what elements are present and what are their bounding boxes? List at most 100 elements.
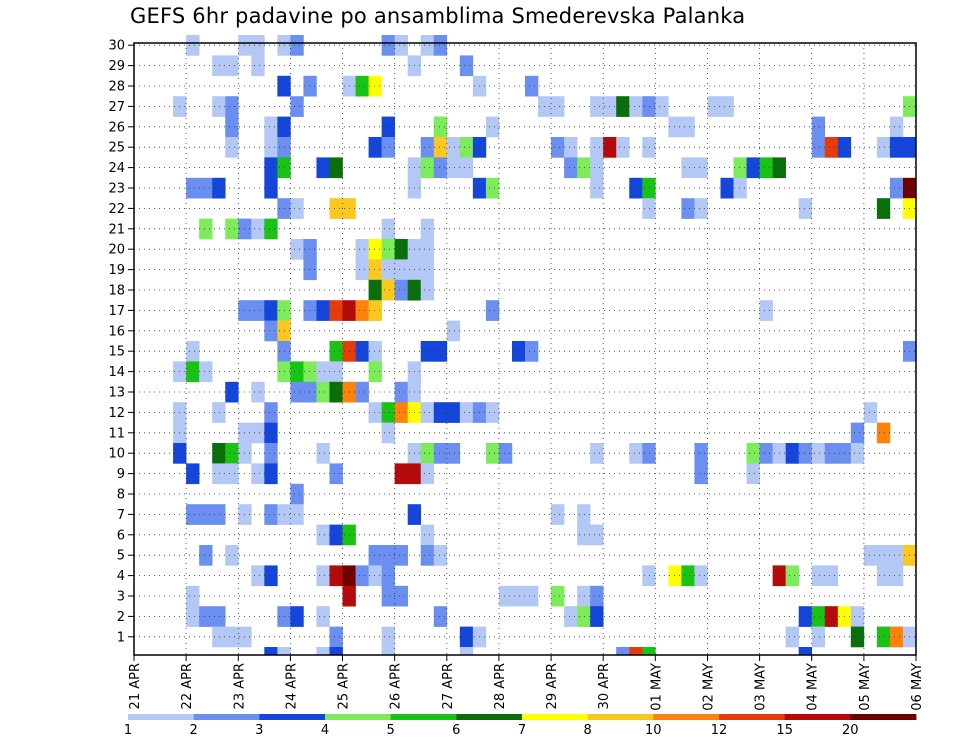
y-tick-label: 16 <box>108 324 125 339</box>
heatmap-cell <box>811 626 826 648</box>
heatmap-cell <box>290 483 304 505</box>
heatmap-cell <box>394 585 408 607</box>
heatmap-cell <box>225 96 239 117</box>
heatmap-cell <box>420 239 435 260</box>
colorbar-label: 2 <box>190 723 198 738</box>
heatmap-cell <box>876 565 891 587</box>
heatmap-cell <box>420 443 435 464</box>
heatmap-cell <box>668 116 682 138</box>
heatmap-cell <box>251 463 265 485</box>
heatmap-cell <box>433 137 448 158</box>
heatmap-cell <box>199 177 213 199</box>
heatmap-cell <box>186 606 200 627</box>
heatmap-cell <box>355 565 369 587</box>
y-tick-label: 4 <box>117 569 125 584</box>
heatmap-cell <box>564 137 578 158</box>
heatmap-cell <box>551 585 565 607</box>
colorbar-label: 7 <box>518 723 526 738</box>
heatmap-cell <box>720 177 734 199</box>
heatmap-cell <box>420 402 435 423</box>
heatmap-cell <box>746 157 760 179</box>
colorbar-swatch <box>719 714 786 720</box>
y-tick-label: 20 <box>108 243 125 258</box>
y-tick-label: 27 <box>108 100 125 115</box>
colorbar-swatch <box>522 714 589 720</box>
heatmap-cell <box>681 157 695 179</box>
heatmap-cell <box>225 545 239 566</box>
heatmap-cell <box>824 565 839 587</box>
heatmap-cell <box>277 647 291 656</box>
heatmap-cell <box>420 463 435 485</box>
heatmap-cell <box>759 443 773 464</box>
y-tick-label: 2 <box>117 610 125 625</box>
heatmap-cell <box>381 218 395 240</box>
heatmap-cell <box>381 279 395 301</box>
colorbar-label: 15 <box>776 723 793 738</box>
y-tick-label: 22 <box>108 202 125 217</box>
heatmap-cell <box>368 137 382 158</box>
x-tick-label: 21 APR <box>128 663 143 709</box>
heatmap-cell <box>368 402 382 423</box>
heatmap-cell <box>642 443 656 464</box>
heatmap-cell <box>733 177 747 199</box>
heatmap-cell <box>746 463 760 485</box>
heatmap-cell <box>355 259 369 281</box>
heatmap-cell <box>485 177 500 199</box>
heatmap-cell <box>316 565 330 587</box>
heatmap-cell <box>446 320 461 342</box>
heatmap-cell <box>433 402 448 423</box>
heatmap-cell <box>394 35 408 56</box>
y-tick-label: 14 <box>108 365 125 380</box>
heatmap-cell <box>381 626 395 648</box>
heatmap-cell <box>590 96 604 117</box>
heatmap-cell <box>446 137 461 158</box>
heatmap-cell <box>811 116 826 138</box>
x-tick-label: 02 MAY <box>702 663 717 711</box>
y-tick-label: 28 <box>108 80 125 95</box>
heatmap-cell <box>785 626 799 648</box>
heatmap-cell <box>876 626 891 648</box>
x-tick-label: 22 APR <box>180 663 195 709</box>
y-tick-label: 19 <box>108 263 125 278</box>
heatmap-cell <box>251 381 265 403</box>
y-tick-label: 12 <box>108 406 125 421</box>
heatmap-cell <box>433 116 448 138</box>
heatmap-cell <box>889 545 904 566</box>
heatmap-cell <box>394 402 408 423</box>
heatmap-cell <box>316 524 330 546</box>
heatmap-cell <box>420 341 435 362</box>
heatmap-cell <box>642 96 656 117</box>
heatmap-cell <box>251 300 265 321</box>
x-tick-label: 01 MAY <box>649 663 664 711</box>
y-tick-label: 15 <box>108 345 125 360</box>
y-tick-label: 6 <box>117 528 125 543</box>
heatmap-cell <box>850 422 865 444</box>
heatmap-cell <box>759 300 773 321</box>
heatmap-cell <box>264 565 278 587</box>
heatmap-cell <box>316 647 330 656</box>
heatmap-cell <box>212 626 226 648</box>
heatmap-cell <box>564 606 578 627</box>
heatmap-cell <box>264 402 278 423</box>
heatmap-cell <box>381 259 395 281</box>
heatmap-cell <box>381 585 395 607</box>
heatmap-cell <box>303 381 317 403</box>
heatmap-cell <box>394 279 408 301</box>
heatmap-cell <box>381 239 395 260</box>
heatmap-cell <box>889 177 904 199</box>
heatmap-cell <box>264 218 278 240</box>
heatmap-cell <box>329 198 343 219</box>
heatmap-cell <box>590 157 604 179</box>
heatmap-cell <box>355 75 369 97</box>
heatmap-cell <box>303 361 317 383</box>
heatmap-cell <box>616 96 630 117</box>
heatmap-cell <box>251 565 265 587</box>
heatmap-cell <box>212 55 226 77</box>
heatmap-cell <box>381 647 395 656</box>
heatmap-cell <box>577 524 591 546</box>
heatmap-cell <box>720 96 734 117</box>
colorbar-swatch <box>850 714 917 720</box>
heatmap-cell <box>642 647 656 656</box>
y-tick-label: 21 <box>108 222 125 237</box>
